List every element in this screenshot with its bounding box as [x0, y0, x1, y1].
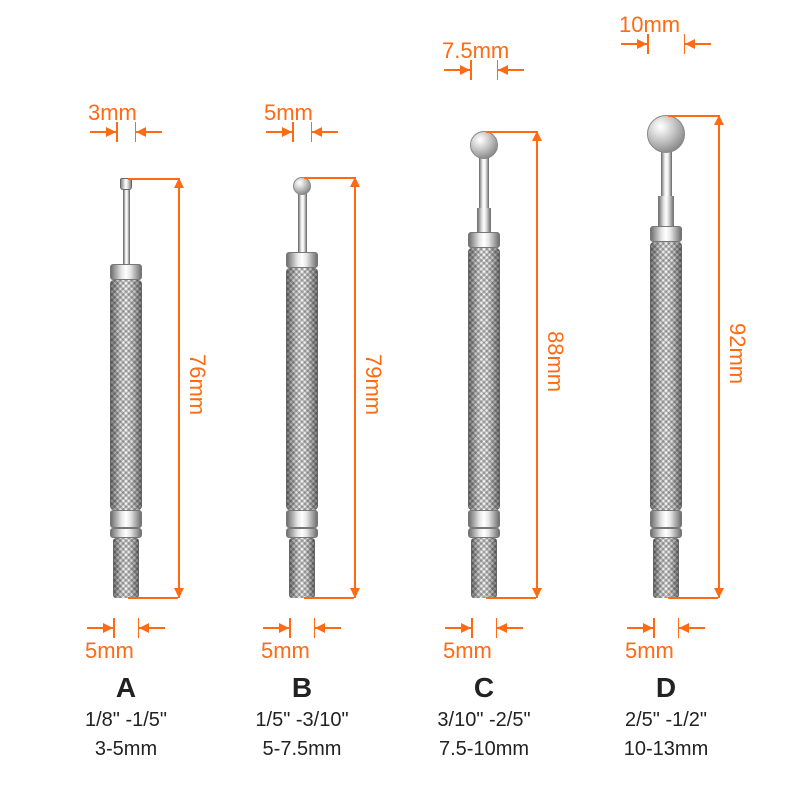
top-dim-A: 3mm — [88, 100, 137, 126]
label-block-D: D 2/5" -1/2" 10-13mm — [591, 672, 741, 762]
gauge-body-D — [650, 242, 682, 510]
bottom-dim-B: 5mm — [261, 638, 310, 664]
length-dim-D: 92mm — [724, 323, 750, 384]
label-block-B: B 1/5" -3/10" 5-7.5mm — [227, 672, 377, 762]
length-dim-B: 79mm — [360, 354, 386, 415]
gauge-letter-A: A — [51, 672, 201, 704]
range-mm-D: 10-13mm — [591, 737, 741, 762]
range-inch-D: 2/5" -1/2" — [591, 708, 741, 733]
gauge-body-A — [110, 280, 142, 510]
range-inch-C: 3/10" -2/5" — [409, 708, 559, 733]
range-mm-C: 7.5-10mm — [409, 737, 559, 762]
adjuster-knob-C — [471, 538, 497, 598]
ball-tip-D — [647, 115, 685, 153]
ball-tip-B — [293, 177, 311, 195]
gauge-letter-B: B — [227, 672, 377, 704]
label-block-A: A 1/8" -1/5" 3-5mm — [51, 672, 201, 762]
gauge-body-B — [286, 268, 318, 510]
top-dim-D: 10mm — [619, 12, 680, 38]
length-dim-A: 76mm — [184, 354, 210, 415]
range-inch-A: 1/8" -1/5" — [51, 708, 201, 733]
gauge-letter-D: D — [591, 672, 741, 704]
range-mm-A: 3-5mm — [51, 737, 201, 762]
range-inch-B: 1/5" -3/10" — [227, 708, 377, 733]
label-block-C: C 3/10" -2/5" 7.5-10mm — [409, 672, 559, 762]
gauge-body-C — [468, 248, 500, 510]
gauge-letter-C: C — [409, 672, 559, 704]
length-dim-C: 88mm — [542, 331, 568, 392]
top-dim-B: 5mm — [264, 100, 313, 126]
bottom-dim-D: 5mm — [625, 638, 674, 664]
range-mm-B: 5-7.5mm — [227, 737, 377, 762]
adjuster-knob-D — [653, 538, 679, 598]
ball-tip-C — [470, 131, 498, 159]
bottom-dim-C: 5mm — [443, 638, 492, 664]
adjuster-knob-A — [113, 538, 139, 598]
flat-tip-A — [120, 178, 132, 190]
top-dim-C: 7.5mm — [442, 38, 509, 64]
adjuster-knob-B — [289, 538, 315, 598]
bottom-dim-A: 5mm — [85, 638, 134, 664]
